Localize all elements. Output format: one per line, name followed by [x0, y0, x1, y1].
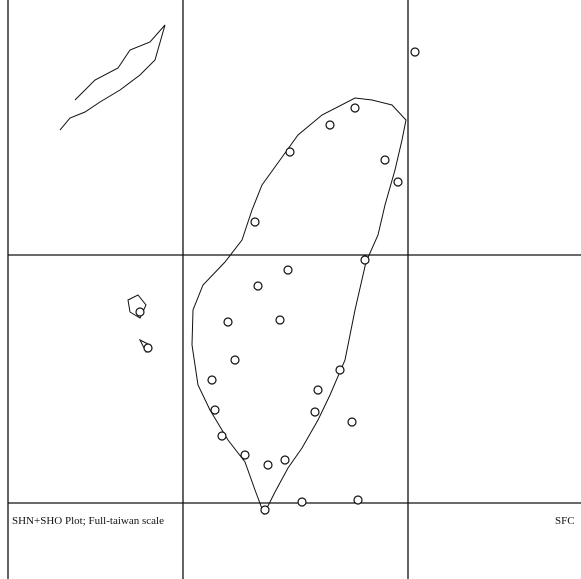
station	[380, 155, 390, 165]
station	[207, 375, 217, 385]
station	[347, 417, 357, 427]
map-frame	[7, 0, 581, 579]
station	[230, 355, 240, 365]
station	[135, 307, 145, 317]
station	[143, 343, 153, 353]
station	[253, 281, 263, 291]
station	[280, 455, 290, 465]
mainland-coastline	[59, 24, 166, 131]
station	[297, 497, 307, 507]
station	[410, 47, 420, 57]
station	[285, 147, 295, 157]
station	[223, 317, 233, 327]
station	[260, 505, 270, 515]
station	[275, 315, 285, 325]
station	[350, 103, 360, 113]
station	[393, 177, 403, 187]
stations	[135, 47, 420, 515]
station	[250, 217, 260, 227]
station	[353, 495, 363, 505]
station	[263, 460, 273, 470]
station	[360, 255, 370, 265]
level-label: SFC	[555, 515, 575, 527]
map-caption: SHN+SHO Plot; Full-taiwan scale	[12, 515, 164, 527]
station	[217, 431, 227, 441]
station	[240, 450, 250, 460]
station	[335, 365, 345, 375]
station	[310, 407, 320, 417]
station	[210, 405, 220, 415]
station	[325, 120, 335, 130]
station	[283, 265, 293, 275]
station	[313, 385, 323, 395]
